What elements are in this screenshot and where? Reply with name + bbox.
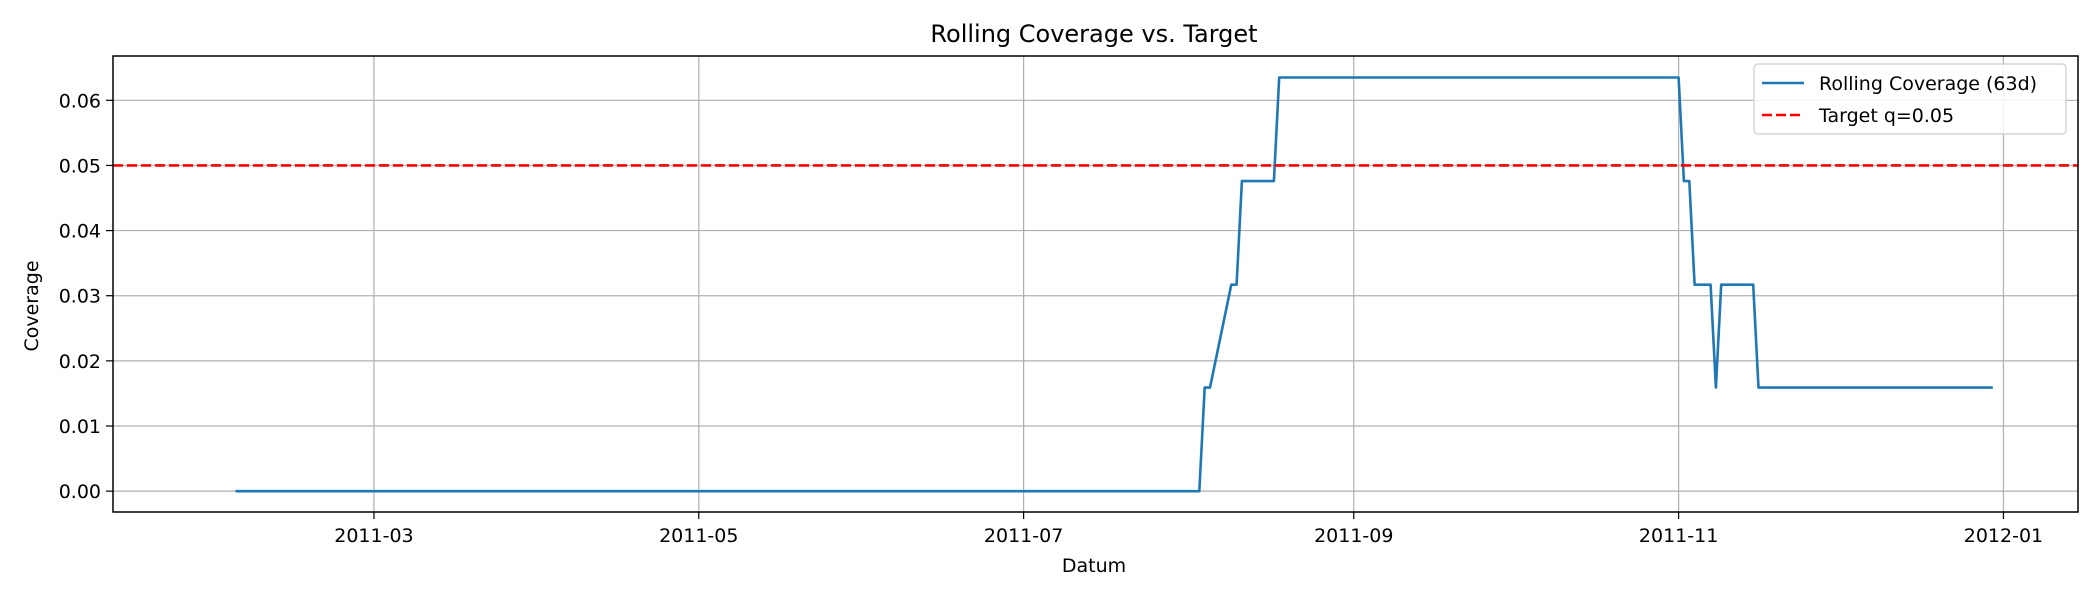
x-axis-label: Datum (1062, 555, 1126, 577)
y-tick-label: 0.03 (59, 286, 101, 308)
y-tick-label: 0.01 (59, 416, 101, 438)
plot-frame (112, 55, 2079, 513)
coverage-line (235, 76, 1993, 493)
x-tick-label: 2011-09 (1314, 525, 1393, 547)
y-tick-label: 0.02 (59, 351, 101, 373)
legend: Rolling Coverage (63d) Target q=0.05 (1753, 63, 2067, 135)
x-tick-label: 2012-01 (1964, 525, 2043, 547)
y-axis: 0.00 0.01 0.02 0.03 0.04 0.05 0.06 (59, 90, 113, 503)
series-layer (113, 76, 2078, 493)
legend-box (1753, 63, 2067, 135)
x-tick-label: 2011-07 (984, 525, 1063, 547)
legend-label-target: Target q=0.05 (1818, 105, 1954, 127)
chart-title: Rolling Coverage vs. Target (930, 20, 1257, 48)
y-axis-label: Coverage (21, 260, 43, 351)
x-axis: 2011-03 2011-05 2011-07 2011-09 2011-11 2012-… (334, 512, 2043, 547)
y-tick-label: 0.04 (59, 221, 101, 243)
x-tick-label: 2011-05 (659, 525, 738, 547)
y-tick-label: 0.05 (59, 155, 101, 177)
x-tick-label: 2011-03 (334, 525, 413, 547)
y-tick-label: 0.00 (59, 481, 101, 503)
y-tick-label: 0.06 (59, 90, 101, 112)
x-tick-label: 2011-11 (1639, 525, 1718, 547)
legend-label-coverage: Rolling Coverage (63d) (1819, 73, 2037, 95)
